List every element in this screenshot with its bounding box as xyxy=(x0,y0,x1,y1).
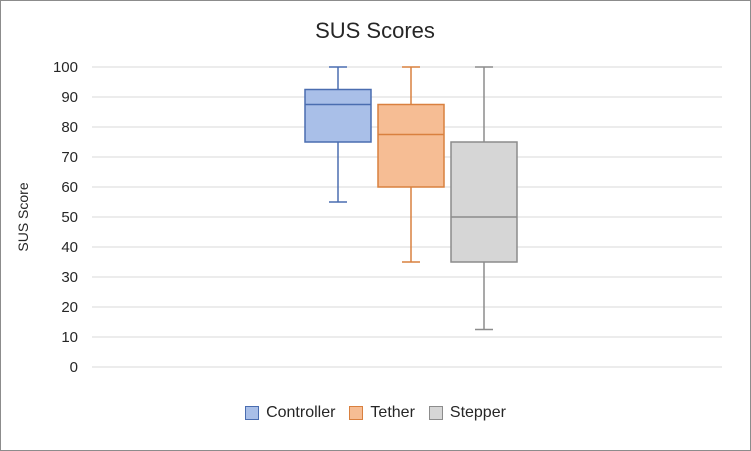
box-tether xyxy=(377,66,445,263)
iqr-box xyxy=(450,141,518,263)
legend-item-controller: Controller xyxy=(245,404,335,422)
y-tick-label: 60 xyxy=(61,179,78,196)
y-tick-label: 40 xyxy=(61,239,78,256)
y-axis-label: SUS Score xyxy=(15,182,31,251)
y-tick-label: 50 xyxy=(61,209,78,226)
iqr-box xyxy=(377,103,445,188)
legend-label: Controller xyxy=(266,404,336,421)
y-tick-label: 20 xyxy=(61,299,78,316)
box-stepper xyxy=(450,66,518,331)
y-tick-label: 30 xyxy=(61,269,78,286)
legend-label: Tether xyxy=(370,404,415,421)
legend-swatch xyxy=(245,406,260,420)
y-tick-labels: 0 10 20 30 40 50 60 70 80 90 100 xyxy=(53,59,78,376)
legend-label: Stepper xyxy=(449,404,506,421)
y-tick-label: 70 xyxy=(61,149,78,166)
legend-item-tether: Tether xyxy=(349,404,415,422)
legend-swatch xyxy=(349,406,364,420)
legend-item-stepper: Stepper xyxy=(428,404,506,422)
legend: Controller Tether Stepper xyxy=(0,398,751,428)
y-tick-label: 0 xyxy=(70,359,78,376)
y-tick-label: 90 xyxy=(61,89,78,106)
box-plots xyxy=(304,66,518,331)
y-tick-label: 100 xyxy=(53,59,78,76)
iqr-box xyxy=(304,88,372,143)
chart-title: SUS Scores xyxy=(315,18,435,43)
y-tick-label: 10 xyxy=(61,329,78,346)
box-controller xyxy=(304,66,372,203)
legend-swatch xyxy=(428,406,443,420)
y-tick-label: 80 xyxy=(61,119,78,136)
